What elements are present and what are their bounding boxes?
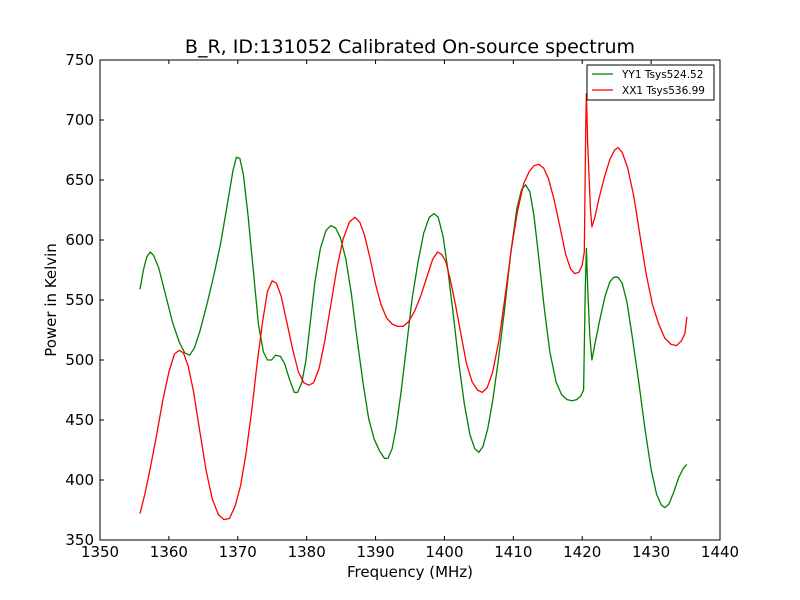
x-tick-label: 1440 bbox=[701, 543, 739, 561]
x-tick-label: 1360 bbox=[150, 543, 188, 561]
y-tick-label: 700 bbox=[65, 111, 94, 129]
x-tick-label: 1400 bbox=[425, 543, 463, 561]
y-tick-label: 500 bbox=[65, 351, 94, 369]
legend: YY1 Tsys524.52 XX1 Tsys536.99 bbox=[586, 64, 715, 101]
plot-area bbox=[100, 60, 720, 540]
legend-label-yy1: YY1 Tsys524.52 bbox=[621, 69, 703, 81]
x-tick-label: 1430 bbox=[632, 543, 670, 561]
y-tick-label: 600 bbox=[65, 231, 94, 249]
x-axis-label: Frequency (MHz) bbox=[347, 563, 473, 581]
y-tick-label: 550 bbox=[65, 291, 94, 309]
y-tick-label: 450 bbox=[65, 411, 94, 429]
axis-ticks: 1350 1360 1370 1380 1390 1400 1410 1420 1430 1440… bbox=[65, 51, 739, 561]
chart-title: B_R, ID:131052 Calibrated On-source spec… bbox=[185, 36, 635, 58]
y-tick-label: 400 bbox=[65, 471, 94, 489]
legend-label-xx1: XX1 Tsys536.99 bbox=[622, 85, 705, 97]
x-tick-label: 1380 bbox=[288, 543, 326, 561]
x-tick-label: 1350 bbox=[81, 543, 119, 561]
x-tick-label: 1390 bbox=[356, 543, 394, 561]
y-tick-label: 650 bbox=[65, 171, 94, 189]
x-tick-label: 1370 bbox=[219, 543, 257, 561]
x-tick-label: 1410 bbox=[494, 543, 532, 561]
y-tick-label: 350 bbox=[65, 531, 94, 549]
y-axis-label: Power in Kelvin bbox=[42, 243, 60, 357]
x-tick-label: 1420 bbox=[563, 543, 601, 561]
series-line-yy1 bbox=[139, 156, 688, 509]
series-layer bbox=[139, 92, 688, 521]
y-tick-label: 750 bbox=[65, 51, 94, 69]
series-line-xx1 bbox=[139, 92, 688, 521]
plot-frame bbox=[99, 59, 721, 541]
legend-box bbox=[586, 64, 715, 101]
